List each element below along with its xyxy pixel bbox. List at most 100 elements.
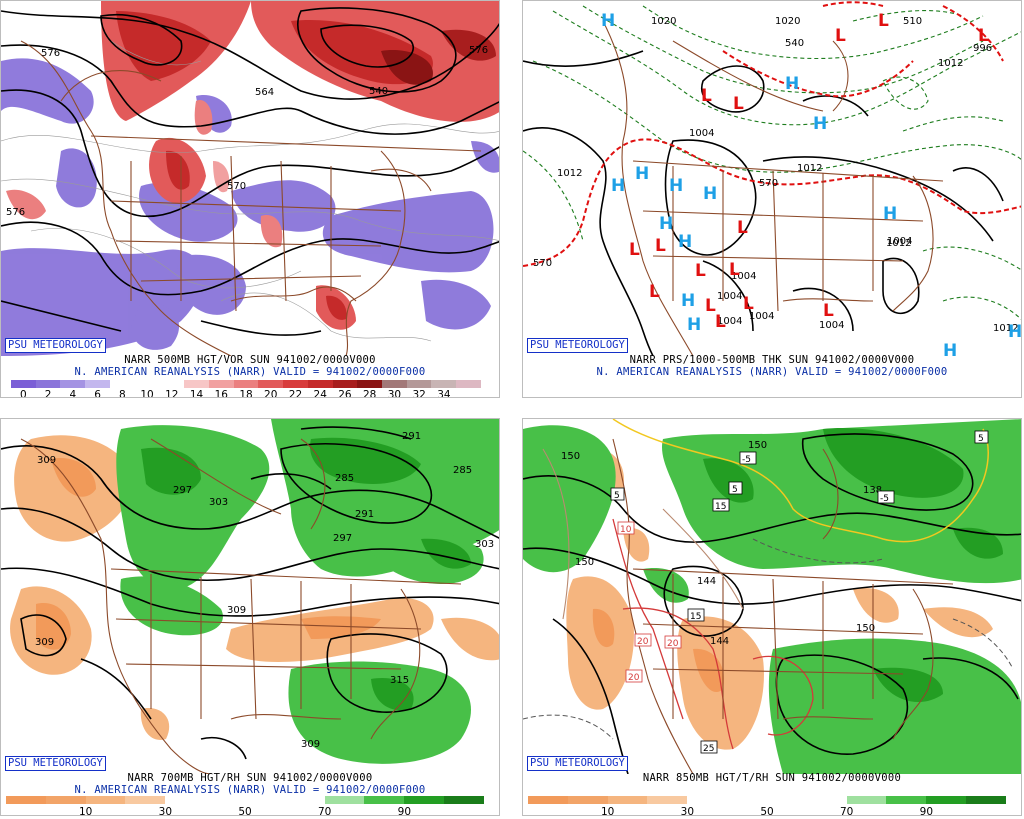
- colorbar-swatch: [444, 796, 484, 804]
- contour-label: 150: [561, 451, 580, 462]
- psu-meteorology-badge: PSU METEOROLOGY: [5, 338, 106, 353]
- rh-colorbar-ticks: 10 30 50 70 90: [528, 806, 1006, 816]
- colorbar-tick-label: 14: [189, 389, 204, 398]
- colorbar-swatch: [109, 380, 135, 388]
- low-marker: L: [705, 296, 716, 316]
- colorbar-swatch: [307, 380, 333, 388]
- psu-meteorology-badge: PSU METEOROLOGY: [527, 756, 628, 771]
- temp-rh-850mb-map: 150 150 144 150 144 138 150 5 -5 5 15 10…: [523, 419, 1021, 774]
- colorbar-swatch: [806, 796, 847, 804]
- vorticity-colorbar: [11, 380, 481, 388]
- panel-700mb-hgt-rh: 309 297 303 285 291 297 303 309 309 315 …: [0, 418, 500, 816]
- low-marker: L: [655, 236, 666, 256]
- colorbar-swatch: [159, 380, 185, 388]
- low-marker: L: [978, 26, 989, 46]
- panel-caption-title: NARR PRS/1000-500MB THK SUN 941002/0000V…: [629, 354, 915, 366]
- temp-label: 20: [637, 637, 649, 647]
- height-contour-labels: 309 297 303 285 291 297 303 309 309 315 …: [35, 431, 494, 750]
- temp-label: 20: [628, 673, 640, 683]
- colorbar-swatch: [846, 796, 887, 804]
- contour-label: 138: [863, 485, 882, 496]
- pressure-thickness-map: 1020 1020 1004 1012 1012 1012 1004 1004 …: [523, 1, 1021, 356]
- low-marker: L: [649, 282, 660, 302]
- colorbar-tick-label: 10: [78, 806, 93, 816]
- low-marker: L: [835, 26, 846, 46]
- contour-label: 1012: [886, 238, 911, 249]
- colorbar-tick-label: 22: [288, 389, 303, 398]
- colorbar-swatch: [208, 380, 234, 388]
- colorbar-swatch: [60, 380, 86, 388]
- colorbar-swatch: [431, 380, 457, 388]
- colorbar-swatch: [727, 796, 767, 804]
- contour-label: 315: [390, 675, 409, 686]
- colorbar-tick-label: 18: [239, 389, 253, 398]
- contour-label: 297: [173, 485, 192, 496]
- contour-label: 1004: [731, 271, 756, 282]
- contour-label: 1012: [938, 58, 963, 69]
- contour-label: 297: [333, 533, 352, 544]
- contour-label: 291: [402, 431, 421, 442]
- colorbar-tick-label: 30: [387, 389, 402, 398]
- colorbar-tick-label: 4: [69, 389, 77, 398]
- contour-label: 510: [903, 16, 922, 27]
- colorbar-swatch: [85, 796, 126, 804]
- temperature-box-labels: 5 -5 5 15 10 15 20 20 20 25 5 -5: [610, 430, 989, 754]
- colorbar-swatch: [364, 796, 405, 804]
- contour-label: 150: [748, 440, 767, 451]
- temp-label: 15: [690, 612, 701, 622]
- low-marker: L: [695, 261, 706, 281]
- panel-caption-title: NARR 700MB HGT/RH SUN 941002/0000V000: [127, 772, 373, 784]
- low-marker: L: [733, 94, 744, 114]
- low-marker: L: [823, 301, 834, 321]
- colorbar-tick-label: 8: [118, 389, 126, 398]
- panel-850mb-hgt-t-rh: 150 150 144 150 144 138 150 5 -5 5 15 10…: [522, 418, 1022, 816]
- contour-label: 540: [785, 38, 804, 49]
- low-marker: L: [743, 294, 754, 314]
- low-marker: L: [878, 11, 889, 31]
- high-marker: H: [611, 176, 625, 196]
- colorbar-swatch: [45, 796, 86, 804]
- vorticity-colorbar-ticks: 0 2 4 6 8 10 12 14 16 18 20 22 24 26 28 30 32 34: [11, 389, 481, 398]
- colorbar-swatch: [886, 796, 927, 804]
- panel-caption-title: NARR 500MB HGT/VOR SUN 941002/0000V000: [124, 354, 376, 366]
- colorbar-swatch: [283, 380, 308, 388]
- colorbar-tick-label: 10: [600, 806, 615, 816]
- colorbar-swatch: [456, 380, 481, 388]
- high-pressure-markers: H H H H H H H H H H H H H H: [601, 11, 1021, 356]
- panel-caption-valid: N. AMERICAN REANALYSIS (NARR) VALID = 94…: [74, 784, 426, 796]
- contour-label: 1020: [651, 16, 676, 27]
- colorbar-tick-label: 0: [20, 389, 27, 398]
- colorbar-tick-label: 10: [140, 389, 154, 398]
- colorbar-swatch: [244, 796, 285, 804]
- high-marker: H: [703, 184, 717, 204]
- colorbar-tick-label: 24: [313, 389, 327, 398]
- high-marker: H: [687, 315, 701, 335]
- colorbar-tick-label: 12: [165, 389, 179, 398]
- panel-500mb-hgt-vor: 576 576 564 540 570 576 PSU METEOROLOGY …: [0, 0, 500, 398]
- high-marker: H: [883, 204, 897, 224]
- temp-label: -5: [880, 494, 889, 504]
- high-marker: H: [659, 214, 673, 234]
- contour-label: 570: [533, 258, 552, 269]
- temp-label: 5: [732, 485, 738, 495]
- contour-label: 285: [453, 465, 472, 476]
- height-contour-labels: 150 150 144 150 144 138 150: [561, 440, 882, 647]
- colorbar-swatch: [134, 380, 160, 388]
- contour-label: 1012: [557, 168, 582, 179]
- colorbar-swatch: [607, 796, 648, 804]
- rh-colorbar: [6, 796, 484, 804]
- colorbar-swatch: [184, 380, 209, 388]
- temp-label: 25: [703, 744, 714, 754]
- contour-label: 1004: [717, 316, 742, 327]
- colorbar-swatch: [404, 796, 445, 804]
- colorbar-tick-label: 70: [317, 806, 332, 816]
- colorbar-tick-label: 90: [919, 806, 934, 816]
- contour-label: 309: [37, 455, 56, 466]
- temp-label: 5: [978, 434, 984, 444]
- contour-label: 1004: [689, 128, 714, 139]
- high-marker: H: [943, 341, 957, 356]
- colorbar-swatch: [35, 380, 61, 388]
- colorbar-swatch: [926, 796, 967, 804]
- temp-label: 20: [667, 639, 679, 649]
- colorbar-swatch: [125, 796, 166, 804]
